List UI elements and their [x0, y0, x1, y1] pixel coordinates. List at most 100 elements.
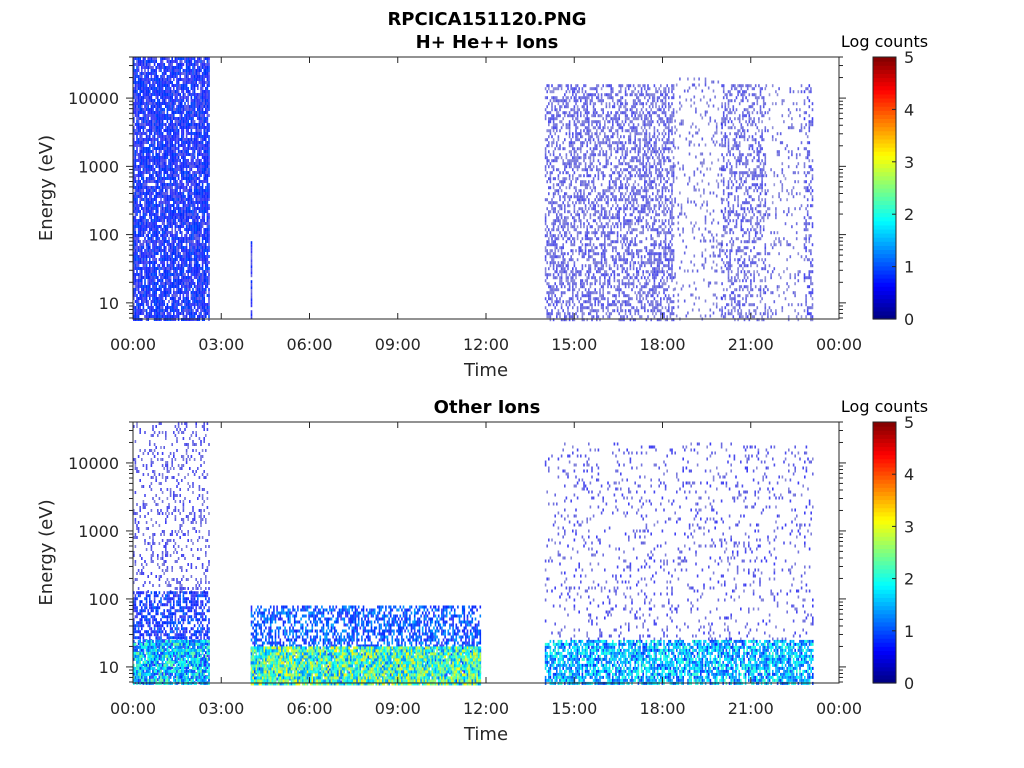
heat-cell	[141, 291, 143, 294]
heat-cell	[554, 219, 556, 223]
heat-cell	[203, 84, 205, 87]
heat-cell	[181, 285, 183, 288]
heat-cell	[190, 303, 193, 306]
heat-cell	[152, 297, 154, 300]
heat-cell	[208, 168, 210, 171]
heat-cell	[155, 213, 157, 216]
heat-cell	[153, 252, 156, 255]
heat-cell	[551, 141, 553, 145]
heat-cell	[169, 261, 172, 264]
heat-cell	[586, 141, 588, 145]
heat-cell	[165, 177, 167, 180]
heat-cell	[197, 270, 199, 273]
heat-cell	[187, 69, 189, 72]
heat-cell	[171, 171, 173, 174]
heat-cell	[190, 210, 193, 213]
heat-cell	[568, 183, 571, 187]
heat-cell	[551, 258, 553, 262]
heat-cell	[201, 87, 204, 90]
heat-cell	[584, 198, 587, 202]
heat-cell	[187, 132, 189, 135]
heat-cell	[572, 93, 574, 97]
heat-cell	[165, 207, 167, 210]
heat-cell	[173, 243, 175, 246]
heat-cell	[181, 72, 183, 75]
heat-cell	[150, 201, 153, 204]
heat-cell	[182, 171, 185, 174]
heat-cell	[189, 204, 191, 207]
heat-cell	[250, 316, 253, 320]
heat-cell	[591, 153, 593, 157]
heat-cell	[177, 207, 180, 210]
heat-cell	[171, 210, 173, 213]
heat-cell	[205, 279, 207, 282]
heat-cell	[562, 300, 564, 304]
heat-cell	[173, 123, 175, 126]
heat-cell	[145, 117, 148, 120]
heat-cell	[592, 213, 595, 217]
heat-cell	[158, 297, 161, 300]
heat-cell	[192, 171, 194, 174]
heat-cell	[594, 267, 596, 271]
heat-cell	[160, 126, 162, 129]
heat-cell	[192, 84, 194, 87]
heat-cell	[572, 273, 574, 277]
heat-cell	[133, 282, 135, 285]
heat-cell	[155, 147, 157, 150]
heat-cell	[208, 225, 210, 228]
heat-cell	[141, 270, 143, 273]
heat-cell	[168, 255, 170, 258]
heat-cell	[578, 90, 580, 94]
heat-cell	[165, 159, 167, 162]
heat-cell	[564, 225, 566, 229]
heat-cell	[173, 204, 175, 207]
heat-cell	[169, 138, 172, 141]
heat-cell	[136, 72, 138, 75]
heat-cell	[206, 204, 209, 207]
heat-cell	[144, 165, 146, 168]
heat-cell	[174, 267, 177, 270]
heat-cell	[152, 120, 154, 123]
heat-cell	[576, 132, 579, 136]
heat-cell	[557, 228, 560, 232]
heat-cell	[173, 285, 175, 288]
heat-cell	[554, 240, 556, 244]
heat-cell	[548, 144, 550, 148]
heat-cell	[584, 165, 587, 169]
heat-cell	[592, 180, 595, 184]
heat-cell	[174, 153, 177, 156]
heat-cell	[181, 99, 183, 102]
heat-cell	[588, 273, 590, 277]
heat-cell	[187, 93, 189, 96]
heat-cell	[184, 210, 186, 213]
heat-cell	[165, 270, 167, 273]
heat-cell	[158, 303, 161, 306]
heat-cell	[160, 303, 162, 306]
heat-cell	[165, 315, 167, 318]
heat-cell	[150, 96, 153, 99]
heat-cell	[150, 93, 153, 96]
heat-cell	[203, 99, 205, 102]
heat-cell	[573, 207, 576, 211]
heat-cell	[163, 300, 165, 303]
heat-cell	[171, 246, 173, 249]
heat-cell	[155, 252, 157, 255]
heat-cell	[139, 117, 141, 120]
heat-cell	[208, 282, 210, 285]
heat-cell	[208, 126, 210, 129]
heat-cell	[171, 135, 173, 138]
heat-cell	[137, 267, 140, 270]
heat-cell	[567, 312, 569, 316]
heat-cell	[205, 174, 207, 177]
heat-cell	[163, 153, 165, 156]
heat-cell	[192, 216, 194, 219]
heat-cell	[192, 102, 194, 105]
heat-cell	[575, 228, 577, 232]
heat-cell	[193, 252, 196, 255]
heat-cell	[147, 153, 149, 156]
heat-cell	[166, 264, 169, 267]
heat-cell	[134, 69, 137, 72]
heat-cell	[591, 249, 593, 253]
heat-cell	[144, 111, 146, 114]
heat-cell	[166, 114, 169, 117]
